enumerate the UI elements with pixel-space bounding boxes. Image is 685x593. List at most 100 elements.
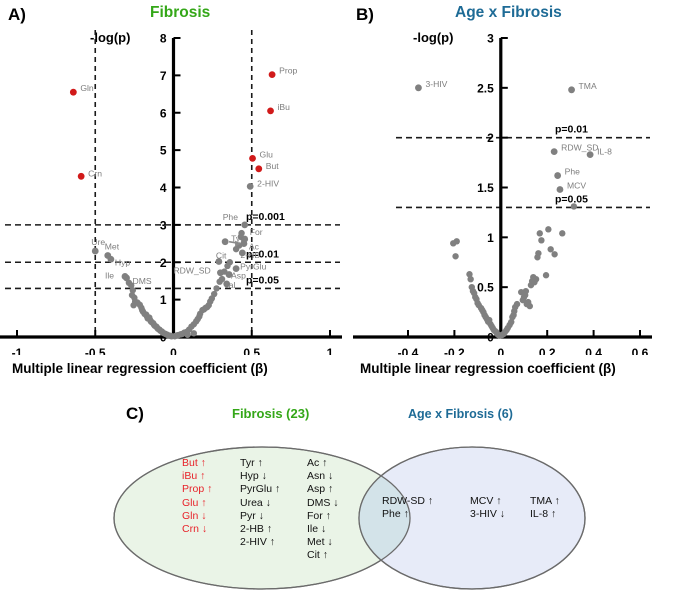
venn-right-column-2: TMA ↑ IL-8 ↑ (530, 495, 560, 521)
data-point-Asp[interactable] (225, 271, 233, 278)
data-point (532, 275, 540, 283)
data-point (213, 285, 220, 292)
data-point-But[interactable] (255, 165, 263, 173)
data-point-Gln[interactable] (69, 88, 77, 96)
data-point-Prop[interactable] (268, 71, 276, 79)
point-label-For: For (250, 227, 263, 237)
point-label-Met: Met (105, 242, 120, 252)
data-point (547, 246, 554, 253)
x-tick-label: 0 (170, 346, 177, 355)
data-point-DMS[interactable] (123, 274, 130, 282)
x-tick-label: -0.5 (85, 346, 106, 355)
panel-a-xlabel: Multiple linear regression coefficient (… (12, 361, 268, 376)
data-point (559, 230, 566, 237)
point-label-Glu: Glu (260, 149, 274, 159)
y-tick-label: 1 (487, 231, 494, 245)
threshold-label: p=0.05 (555, 193, 588, 205)
panel-b-ylabel: -log(p) (413, 30, 454, 45)
data-point-Ac[interactable] (240, 240, 248, 247)
y-tick-label: 2 (487, 131, 494, 145)
y-tick-label: 1.5 (477, 181, 494, 195)
data-point (545, 226, 552, 233)
y-tick-label: 3 (160, 218, 167, 232)
panel-a-ylabel: -log(p) (90, 30, 131, 45)
y-tick-label: 6 (160, 106, 167, 120)
data-point-TMA[interactable] (568, 86, 575, 94)
point-label-Prop: Prop (279, 66, 297, 76)
data-point (551, 251, 558, 258)
data-point-RDW_SD[interactable] (217, 269, 224, 277)
data-point-Phe[interactable] (554, 172, 562, 179)
panel-b: B) Age x Fibrosis -log(p) Multiple linea… (340, 0, 685, 390)
point-label-IL-8: IL-8 (597, 147, 612, 157)
venn-left-column-1: But ↑ iBu ↑ Prop ↑ Glu ↑ Gln ↓ Crn ↓ (182, 457, 213, 536)
data-point (570, 203, 578, 210)
venn-ellipse-fibrosis-outline (113, 446, 411, 590)
venn-left-column-3: Ac ↑ Asn ↓ Asp ↑ DMS ↓ For ↑ Ile ↓ Met ↓… (307, 457, 339, 562)
data-point (467, 275, 474, 283)
y-tick-label: 7 (160, 69, 167, 83)
point-label-Val: Val (224, 280, 236, 290)
data-point-Val[interactable] (223, 280, 231, 288)
data-point-2-HB[interactable] (238, 249, 246, 257)
point-label-TMA: TMA (579, 81, 597, 91)
point-label-Phe: Phe (223, 212, 239, 222)
data-point-RDW_SD[interactable] (550, 148, 558, 156)
data-point (466, 271, 473, 278)
data-point-PyrGlu[interactable] (232, 265, 240, 273)
point-label-Phe: Phe (565, 167, 581, 177)
x-tick-label: 0 (497, 346, 504, 355)
point-label-Ure: Ure (91, 237, 105, 247)
y-tick-label: 4 (160, 181, 167, 195)
point-label-Asp: Asp (231, 271, 246, 281)
panel-b-letter: B) (356, 5, 374, 24)
y-tick-label: 8 (160, 32, 167, 46)
data-point (226, 259, 234, 266)
data-point-2-HIV[interactable] (246, 182, 254, 190)
data-point (238, 229, 245, 237)
venn-right-title: Age x Fibrosis (6) (408, 407, 513, 421)
x-tick-label: -0.2 (444, 346, 465, 355)
data-point-Crn[interactable] (77, 172, 85, 180)
panel-b-plot[interactable]: p=0.01 p=0.05 -0.4 -0.2 0 0.2 0.4 0.6 0 0.5 1 1.5 2 2… (340, 0, 685, 355)
data-point (128, 282, 135, 289)
point-label-MCV: MCV (567, 180, 586, 190)
point-label-Hyp: Hyp (115, 257, 131, 267)
panel-a-plot[interactable]: p=0.001 p=0.01 p=0.05 -1 -0.5 0 0.5 1 0 1 2 3 4 5 6 7 8 G… (0, 0, 345, 355)
data-point-Phe[interactable] (241, 221, 249, 229)
point-label-DMS: DMS (133, 276, 152, 286)
point-label-iBu: iBu (278, 102, 291, 112)
data-point-3-HIV[interactable] (415, 84, 422, 92)
venn-overlap-column: RDW-SD ↑ Phe ↑ (382, 495, 434, 521)
point-label-Cit: Cit (216, 251, 227, 261)
data-point-IL-8[interactable] (586, 151, 594, 159)
y-tick-label: 1 (160, 293, 167, 307)
panel-c-letter: C) (126, 404, 144, 423)
data-point-Glu[interactable] (249, 154, 256, 162)
panel-b-xlabel: Multiple linear regression coefficient (… (360, 361, 616, 376)
data-point-Tyr[interactable] (221, 238, 229, 246)
y-tick-label: 5 (160, 144, 167, 158)
data-point-Cit[interactable] (215, 258, 223, 265)
data-point (218, 275, 226, 283)
point-label-2-HB: 2-HB (240, 250, 260, 260)
data-point (452, 253, 459, 260)
data-point-Ure[interactable] (91, 247, 99, 255)
y-tick-label: 3 (487, 32, 494, 46)
data-point (522, 287, 530, 295)
point-label-Tyr: Tyr (231, 234, 243, 244)
data-point (526, 302, 533, 310)
venn-left-title: Fibrosis (23) (232, 406, 310, 421)
threshold-label: p=0.01 (555, 124, 588, 136)
data-point (210, 290, 218, 298)
x-tick-label: -1 (12, 346, 23, 355)
data-point-iBu[interactable] (267, 107, 274, 115)
venn-right-column-1: MCV ↑ 3-HIV ↓ (470, 495, 506, 521)
point-label-PyrGlu: PyrGlu (240, 262, 266, 272)
data-point-MCV[interactable] (556, 186, 564, 193)
y-tick-label: 2 (160, 256, 167, 270)
x-tick-label: -0.4 (398, 346, 419, 355)
data-point-Hyp[interactable] (107, 255, 115, 263)
venn-diagram[interactable] (0, 395, 685, 593)
y-tick-label: 2.5 (477, 81, 494, 95)
